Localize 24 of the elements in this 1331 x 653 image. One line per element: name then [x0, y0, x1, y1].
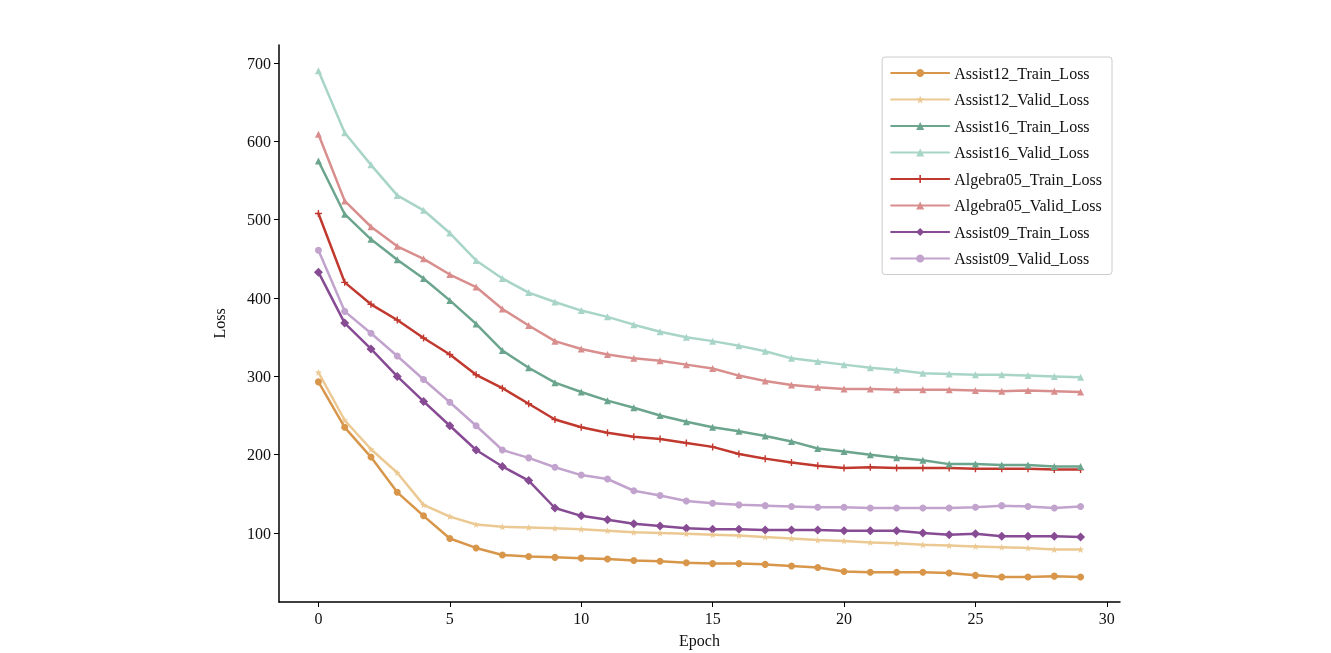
y-tick-label: 400: [247, 289, 271, 307]
y-tick-label: 700: [247, 54, 271, 72]
x-tick-label: 20: [836, 609, 853, 627]
x-tick-label: 15: [704, 609, 721, 627]
legend-label: Algebra05_Train_Loss: [954, 170, 1102, 189]
legend-label: Assist16_Train_Loss: [954, 117, 1090, 135]
y-tick-label: 500: [247, 211, 271, 229]
y-tick-label: 100: [247, 524, 271, 542]
legend-label: Assist16_Valid_Loss: [954, 144, 1090, 161]
y-axis-title: Loss: [210, 308, 228, 339]
x-tick-label: 0: [314, 609, 323, 627]
legend-label: Assist09_Train_Loss: [954, 223, 1090, 241]
x-tick-label: 30: [1098, 609, 1115, 627]
legend-label: Assist12_Valid_Loss: [954, 91, 1090, 108]
y-tick-label: 200: [247, 446, 271, 464]
legend-label: Algebra05_Valid_Loss: [954, 197, 1102, 215]
y-tick-label: 600: [247, 132, 271, 150]
legend-label: Assist12_Train_Loss: [954, 64, 1090, 82]
x-axis-title: Epoch: [679, 631, 720, 650]
legend-label: Assist09_Valid_Loss: [954, 250, 1090, 267]
x-tick-label: 25: [967, 609, 984, 627]
x-tick-label: 5: [445, 609, 454, 627]
x-tick-label: 10: [573, 609, 590, 627]
y-tick-label: 300: [247, 367, 271, 385]
